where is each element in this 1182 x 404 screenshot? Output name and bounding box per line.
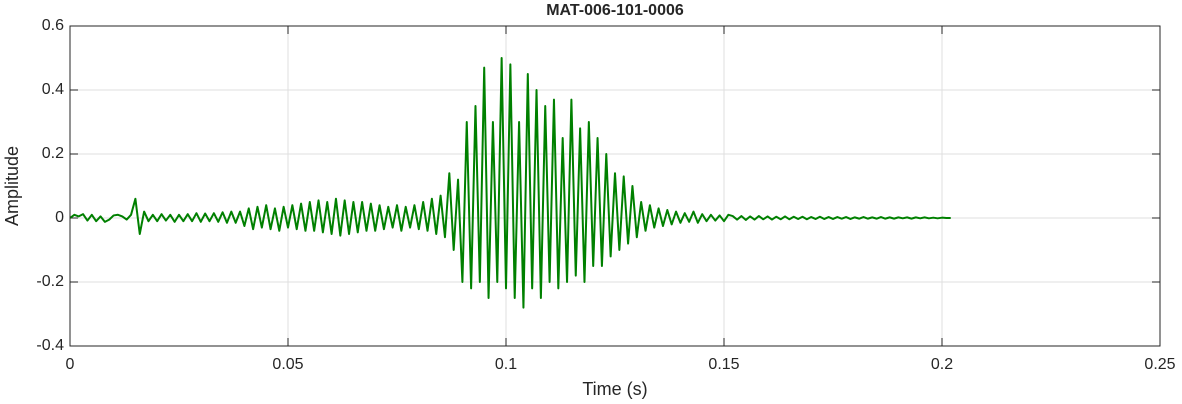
y-tick-label: -0.4	[36, 337, 64, 354]
x-axis-label: Time (s)	[582, 379, 647, 399]
x-tick-label: 0.05	[272, 356, 303, 373]
y-tick-label: 0.4	[42, 81, 64, 98]
plot-frame	[69, 25, 1161, 347]
x-tick-label: 0	[66, 356, 75, 373]
x-tick-label: 0.1	[495, 356, 517, 373]
waveform-line	[69, 57, 951, 309]
x-tick-label: 0.25	[1144, 356, 1175, 373]
y-axis-label: Amplitude	[2, 146, 22, 226]
y-tick-label: 0	[55, 209, 64, 226]
x-tick-label: 0.2	[931, 356, 953, 373]
y-tick-label: 0.2	[42, 145, 64, 162]
chart-title: MAT-006-101-0006	[546, 2, 684, 19]
y-tick-label: 0.6	[42, 17, 64, 34]
x-tick-label: 0.15	[708, 356, 739, 373]
y-tick-label: -0.2	[36, 273, 64, 290]
